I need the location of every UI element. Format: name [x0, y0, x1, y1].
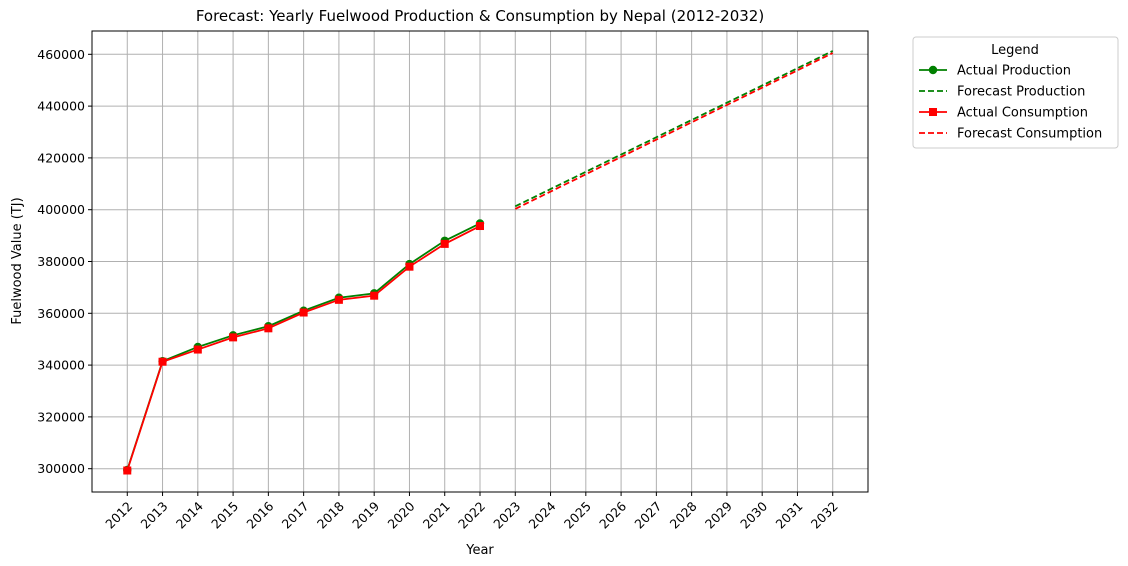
- x-tick-label: 2020: [384, 498, 417, 531]
- legend-title: Legend: [991, 43, 1039, 58]
- series-line: [514, 52, 834, 210]
- series-forecast-production: [514, 50, 834, 208]
- x-tick-label: 2030: [737, 498, 770, 531]
- x-tick-label: 2018: [314, 498, 347, 531]
- legend: Legend Actual Production Forecast Product…: [912, 36, 1119, 149]
- series-line: [514, 50, 834, 208]
- x-tick-label: 2028: [667, 498, 700, 531]
- legend-label: Forecast Production: [957, 85, 1085, 100]
- x-tick-label: 2029: [702, 498, 735, 531]
- y-tick-label: 440000: [37, 99, 85, 114]
- x-tick-label: 2014: [173, 498, 206, 531]
- x-tick-label: 2032: [808, 499, 841, 532]
- data-point: [193, 345, 202, 354]
- legend-entries: Actual Production Forecast Production Actu…: [919, 64, 1102, 142]
- x-tick-label: 2027: [631, 499, 664, 532]
- x-tick-label: 2025: [561, 499, 594, 532]
- series-actual-consumption: [123, 222, 484, 475]
- x-tick-label: 2026: [596, 498, 629, 531]
- data-point: [405, 262, 414, 271]
- chart-title: Forecast: Yearly Fuelwood Production & C…: [196, 7, 764, 25]
- legend-label: Actual Consumption: [957, 106, 1088, 121]
- legend-entry: Actual Production: [919, 64, 1071, 79]
- y-tick-label: 380000: [37, 254, 85, 269]
- y-axis-label: Fuelwood Value (TJ): [10, 197, 25, 324]
- data-point: [123, 466, 132, 475]
- x-tick-label: 2023: [490, 499, 523, 532]
- data-point: [264, 324, 273, 333]
- x-tick-label: 2021: [420, 499, 453, 532]
- x-tick-label: 2016: [243, 498, 276, 531]
- x-tick-label: 2013: [138, 499, 171, 532]
- legend-label: Actual Production: [957, 64, 1071, 79]
- y-tick-label: 420000: [37, 150, 85, 165]
- legend-entry: Forecast Consumption: [919, 127, 1102, 142]
- y-tick-label: 400000: [37, 202, 85, 217]
- data-point: [370, 291, 379, 300]
- series-forecast-consumption: [514, 52, 834, 210]
- grid-lines: [92, 31, 868, 492]
- data-point: [440, 239, 449, 248]
- legend-box: [912, 36, 1119, 149]
- y-tick-label: 360000: [37, 306, 85, 321]
- x-tick-label: 2031: [772, 499, 805, 532]
- x-tick-label: 2015: [208, 499, 241, 532]
- x-tick-label: 2022: [455, 499, 488, 532]
- legend-entry: Actual Consumption: [919, 106, 1088, 121]
- x-tick-label: 2019: [349, 498, 382, 531]
- legend-marker: [928, 65, 938, 75]
- y-tick-label: 340000: [37, 358, 85, 373]
- legend-label: Forecast Consumption: [957, 127, 1102, 142]
- data-point: [334, 295, 343, 304]
- legend-marker: [929, 108, 937, 116]
- series-group: [123, 50, 834, 475]
- y-tick-label: 320000: [37, 409, 85, 424]
- legend-entry: Forecast Production: [919, 85, 1085, 100]
- x-tick-label: 2017: [279, 499, 312, 532]
- x-tick-label: 2024: [526, 498, 559, 531]
- data-point: [476, 222, 484, 231]
- x-tick-label: 2012: [102, 499, 135, 532]
- y-tick-label: 460000: [37, 47, 85, 62]
- x-axis-label: Year: [465, 543, 494, 558]
- data-point: [229, 333, 238, 342]
- axis-ticks: 2012 2013 2014 2015 2016 2017 2018 2019 2020 2021…: [37, 47, 841, 532]
- data-point: [158, 357, 167, 366]
- data-point: [299, 308, 308, 317]
- y-tick-label: 300000: [37, 461, 85, 476]
